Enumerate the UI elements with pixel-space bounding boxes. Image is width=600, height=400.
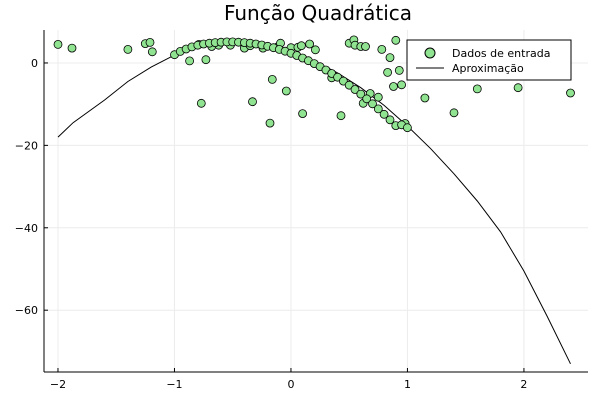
- legend-label-scatter: Dados de entrada: [452, 47, 550, 60]
- y-tick-label: 0: [31, 57, 38, 70]
- legend: Dados de entrada Aproximação: [406, 39, 572, 81]
- legend-marker-scatter: [424, 47, 436, 59]
- data-point: [350, 85, 360, 94]
- data-point: [267, 75, 277, 84]
- data-point: [449, 108, 459, 118]
- chart-title: Função Quadrática: [224, 1, 412, 25]
- data-point: [344, 80, 354, 90]
- grid: [44, 30, 588, 372]
- axes: [43, 30, 588, 373]
- approximation-line: [57, 41, 571, 365]
- data-point: [201, 55, 211, 65]
- data-point: [379, 109, 389, 119]
- x-tick-label: −1: [166, 378, 182, 391]
- data-point: [310, 45, 320, 55]
- data-point: [67, 43, 77, 53]
- data-point: [53, 40, 63, 49]
- data-point: [296, 41, 306, 51]
- data-point: [402, 123, 412, 133]
- data-point: [383, 68, 393, 77]
- data-point: [389, 82, 398, 91]
- data-point: [356, 89, 366, 99]
- y-tick-label: −40: [15, 222, 38, 235]
- data-point: [362, 94, 372, 104]
- data-point: [513, 83, 523, 93]
- x-tick-label: −2: [50, 378, 66, 391]
- data-point: [361, 42, 370, 51]
- data-point: [373, 92, 383, 102]
- data-point: [397, 80, 407, 90]
- data-point: [145, 38, 155, 47]
- data-point: [391, 35, 401, 45]
- data-point: [472, 84, 482, 94]
- data-point: [265, 118, 275, 128]
- legend-box: [406, 39, 572, 81]
- data-point: [298, 109, 308, 118]
- data-point: [248, 97, 257, 107]
- y-tick-label: −20: [15, 139, 38, 152]
- x-tick-label: 0: [287, 378, 294, 391]
- line-layer: [57, 41, 571, 365]
- data-point: [420, 93, 430, 103]
- points-layer: [53, 35, 575, 133]
- data-point: [566, 88, 575, 98]
- data-point: [147, 47, 157, 57]
- x-tick-label: 1: [404, 378, 411, 391]
- data-point: [281, 86, 291, 96]
- data-point: [385, 115, 395, 125]
- legend-label-line: Aproximação: [452, 62, 524, 75]
- data-point: [336, 111, 346, 121]
- data-point: [123, 45, 133, 54]
- data-point: [185, 56, 195, 66]
- data-point: [368, 99, 377, 109]
- data-point: [385, 53, 395, 62]
- tick-labels: −2 −1 0 1 2 0 −20 −40 −60: [15, 57, 528, 391]
- data-point: [373, 104, 383, 114]
- data-point: [377, 45, 387, 54]
- y-tick-label: −60: [15, 304, 38, 317]
- data-point: [305, 39, 315, 49]
- data-point: [196, 98, 206, 108]
- x-tick-label: 2: [520, 378, 527, 391]
- data-point: [394, 66, 404, 75]
